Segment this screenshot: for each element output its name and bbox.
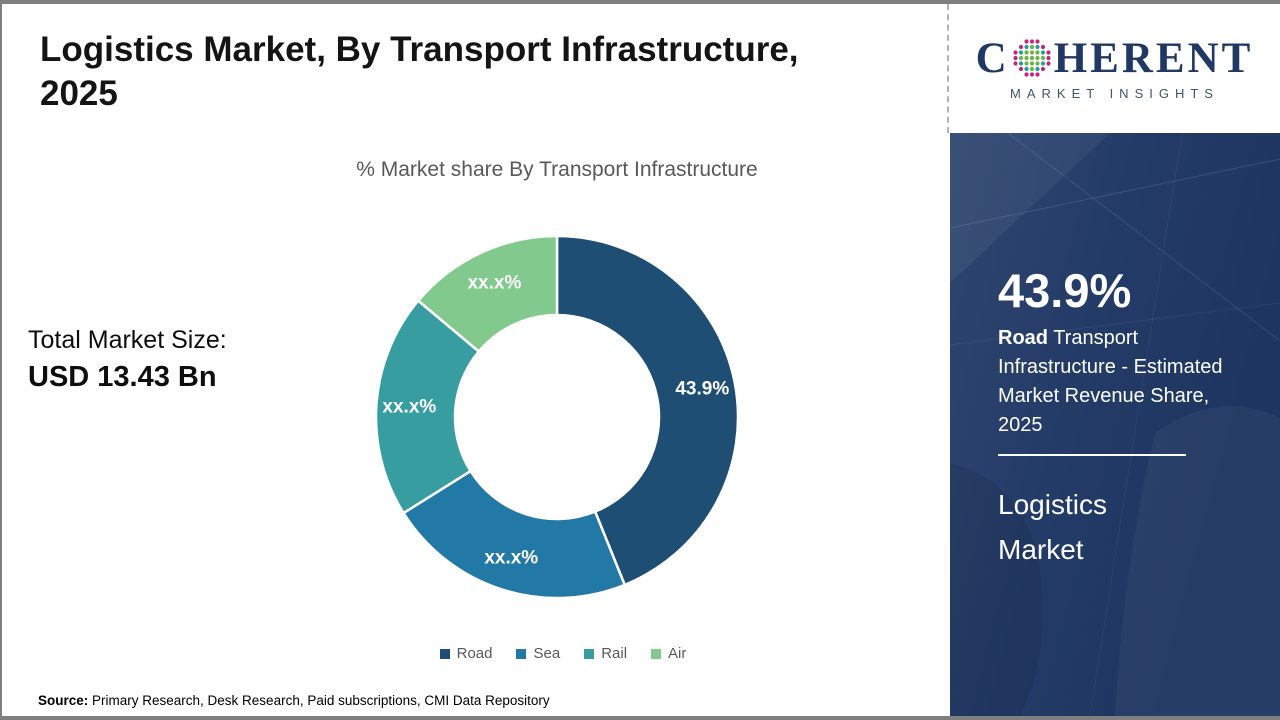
top-border-bar — [0, 0, 1280, 4]
globe-dot — [1013, 61, 1018, 66]
legend-swatch-sea — [516, 648, 527, 659]
legend-item-air: Air — [651, 645, 686, 662]
title-line-1: Logistics Market, By Transport Infrastru… — [40, 30, 799, 69]
globe-dot — [1024, 44, 1029, 50]
bottom-border-bar — [0, 716, 1280, 720]
left-border-bar — [0, 4, 2, 716]
legend-label-air: Air — [668, 645, 687, 662]
globe-dot — [1046, 61, 1051, 66]
globe-dot — [1018, 55, 1023, 61]
globe-dot — [1040, 66, 1045, 72]
globe-dot — [1013, 55, 1018, 61]
globe-dot — [1040, 55, 1045, 61]
source-label: Source: — [38, 693, 89, 708]
globe-dot — [1029, 44, 1034, 50]
legend-label-sea: Sea — [533, 645, 561, 662]
globe-dot — [1024, 39, 1029, 44]
globe-dot — [1024, 55, 1029, 61]
slice-sea — [402, 469, 626, 600]
legend-item-rail: Rail — [584, 645, 627, 662]
chart-title: % Market share By Transport Infrastructu… — [356, 158, 758, 181]
globe-dot — [1040, 50, 1045, 55]
slice-label-rail: xx.x% — [382, 396, 436, 417]
globe-dot — [1029, 55, 1034, 61]
globe-dot — [1018, 61, 1023, 66]
globe-dot — [1024, 72, 1029, 77]
source-text: Primary Research, Desk Research, Paid su… — [88, 693, 550, 708]
legend-item-road: Road — [439, 645, 493, 662]
globe-dot — [1046, 50, 1051, 55]
globe-dot — [1024, 66, 1029, 72]
globe-dot — [1035, 55, 1040, 61]
total-market-size-value: USD 13.43 Bn — [28, 361, 217, 393]
globe-dot — [1040, 44, 1045, 50]
logo-letter-c: C — [975, 34, 1010, 82]
globe-dot — [1024, 50, 1029, 55]
source-note: Source: Primary Research, Desk Research,… — [38, 693, 550, 708]
globe-dot — [1046, 55, 1051, 61]
slice-air — [417, 234, 559, 353]
highlight-description: Road Transport Infrastructure - Estimate… — [998, 324, 1252, 440]
legend-item-sea: Sea — [516, 645, 560, 662]
brand-tagline: MARKET INSIGHTS — [1010, 85, 1219, 101]
slice-rail — [374, 299, 481, 515]
globe-dots-icon — [1013, 39, 1051, 77]
brand-logo: C HERENT MARKET INSIGHTS — [947, 4, 1280, 133]
globe-dot — [1013, 50, 1018, 55]
globe-dot — [1029, 66, 1034, 72]
globe-dot — [1035, 61, 1040, 66]
world-map-texture — [950, 133, 1280, 716]
highlight-description-rest: Transport Infrastructure - Estimated Mar… — [998, 327, 1223, 436]
legend-label-road: Road — [456, 645, 493, 662]
globe-dot — [1029, 61, 1034, 66]
globe-dot — [1029, 39, 1034, 44]
chart-legend: Road Sea Rail Air — [88, 645, 1038, 662]
globe-dot — [1035, 66, 1040, 72]
legend-label-rail: Rail — [601, 645, 628, 662]
highlight-segment-name: Road — [998, 327, 1048, 349]
legend-swatch-road — [439, 648, 450, 659]
donut-chart: 43.9% xx.x% xx.x% xx.x% — [374, 234, 740, 600]
brand-wordmark: C HERENT — [976, 37, 1254, 80]
legend-swatch-rail — [584, 648, 595, 659]
slice-label-road: 43.9% — [675, 378, 729, 399]
total-market-size-label: Total Market Size: — [28, 326, 227, 354]
highlight-sidebar: 43.9% Road Transport Infrastructure - Es… — [950, 133, 1280, 716]
globe-dot — [1018, 66, 1023, 72]
globe-dot — [1035, 50, 1040, 55]
globe-dot — [1029, 50, 1034, 55]
divider-line — [998, 454, 1186, 456]
page-title: Logistics Market, By Transport Infrastru… — [40, 28, 900, 116]
globe-dot — [1035, 44, 1040, 50]
highlight-value: 43.9% — [998, 264, 1132, 317]
globe-dot — [1035, 39, 1040, 44]
title-line-2: 2025 — [40, 74, 118, 113]
globe-dot — [1024, 61, 1029, 66]
logo-letters-herent: HERENT — [1053, 34, 1254, 82]
total-market-size-block: Total Market Size: USD 13.43 Bn — [28, 326, 227, 394]
legend-swatch-air — [651, 648, 662, 659]
globe-dot — [1035, 72, 1040, 77]
slice-label-sea: xx.x% — [484, 547, 538, 568]
slice-road — [555, 234, 740, 587]
globe-dot — [1029, 72, 1034, 77]
globe-dot — [1018, 50, 1023, 55]
globe-dot — [1018, 44, 1023, 50]
globe-dot — [1040, 61, 1045, 66]
report-title: Logistics Market — [998, 489, 1107, 565]
sidebar-content: 43.9% Road Transport Infrastructure - Es… — [998, 133, 1258, 572]
slice-label-air: xx.x% — [467, 272, 521, 293]
